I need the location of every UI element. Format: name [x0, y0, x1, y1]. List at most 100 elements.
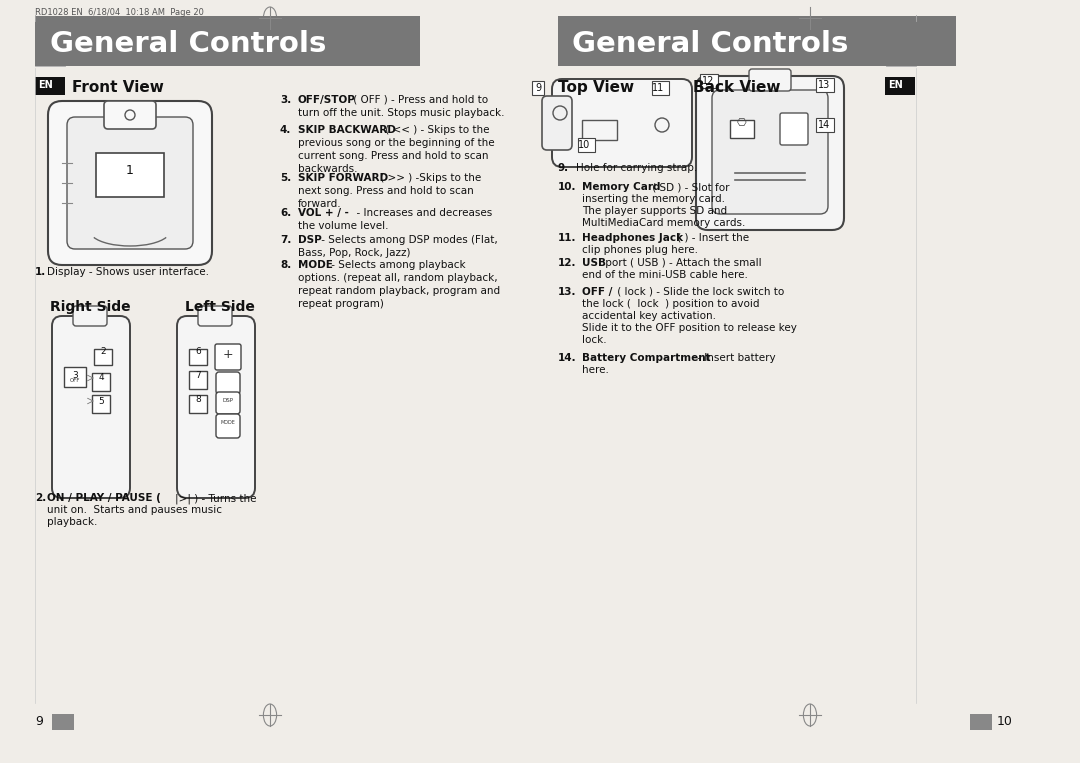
Text: 3.: 3.	[280, 95, 292, 105]
Text: 14.: 14.	[558, 353, 577, 363]
Text: 9: 9	[535, 83, 541, 93]
Text: 5.: 5.	[280, 173, 292, 183]
Bar	[189, 395, 207, 413]
Bar	[885, 77, 915, 95]
Text: 4.: 4.	[280, 125, 292, 135]
Text: MODE: MODE	[220, 420, 235, 426]
Text: 10: 10	[578, 140, 590, 150]
Text: 4: 4	[98, 374, 104, 382]
Text: 13: 13	[818, 80, 831, 90]
Text: General Controls: General Controls	[50, 30, 326, 58]
Text: 1: 1	[126, 163, 134, 176]
Bar	[816, 118, 834, 132]
Text: VOL + / -: VOL + / -	[298, 208, 349, 218]
FancyBboxPatch shape	[177, 316, 255, 498]
Text: 2: 2	[100, 346, 106, 356]
Text: repeat random playback, program and: repeat random playback, program and	[298, 286, 500, 296]
Text: ON / PLAY / PAUSE (: ON / PLAY / PAUSE (	[48, 493, 164, 503]
FancyBboxPatch shape	[198, 306, 232, 326]
Text: MODE: MODE	[298, 260, 333, 270]
Text: Bass, Pop, Rock, Jazz): Bass, Pop, Rock, Jazz)	[298, 248, 410, 258]
Text: RD1028 EN  6/18/04  10:18 AM  Page 20: RD1028 EN 6/18/04 10:18 AM Page 20	[35, 8, 204, 17]
Text: previous song or the beginning of the: previous song or the beginning of the	[298, 138, 495, 148]
Text: 13.: 13.	[558, 287, 577, 297]
Text: EN: EN	[38, 80, 53, 90]
Text: +: +	[222, 347, 233, 360]
Text: 14: 14	[818, 120, 831, 130]
Text: Hole for carrying strap.: Hole for carrying strap.	[576, 163, 698, 173]
FancyBboxPatch shape	[542, 96, 572, 150]
Text: |>| ) - Turns the: |>| ) - Turns the	[175, 493, 257, 504]
Bar	[35, 16, 420, 66]
Text: - Increases and decreases: - Increases and decreases	[350, 208, 492, 218]
Text: Headphones Jack: Headphones Jack	[582, 233, 684, 243]
FancyBboxPatch shape	[216, 392, 240, 414]
Bar	[94, 349, 112, 365]
Text: Right Side: Right Side	[50, 300, 131, 314]
Bar	[970, 714, 993, 730]
Text: here.: here.	[582, 365, 609, 375]
Text: Battery Compartment: Battery Compartment	[582, 353, 711, 363]
Text: 9.: 9.	[558, 163, 569, 173]
Text: EN: EN	[888, 80, 903, 90]
Text: ( ) - Insert the: ( ) - Insert the	[674, 233, 750, 243]
Text: next song. Press and hold to scan: next song. Press and hold to scan	[298, 186, 474, 196]
Bar	[582, 120, 617, 140]
FancyBboxPatch shape	[67, 117, 193, 249]
FancyBboxPatch shape	[48, 101, 212, 265]
Text: 1.: 1.	[35, 267, 46, 277]
Text: General Controls: General Controls	[572, 30, 849, 58]
Bar	[578, 138, 595, 152]
FancyBboxPatch shape	[552, 79, 692, 167]
Text: - Insert battery: - Insert battery	[694, 353, 775, 363]
Text: OFF/STOP: OFF/STOP	[298, 95, 356, 105]
Text: the lock (  lock  ) position to avoid: the lock ( lock ) position to avoid	[582, 299, 759, 309]
Text: repeat program): repeat program)	[298, 299, 383, 309]
Text: SKIP BACKWARD: SKIP BACKWARD	[298, 125, 396, 135]
FancyBboxPatch shape	[52, 316, 130, 498]
Bar	[92, 395, 110, 413]
FancyBboxPatch shape	[215, 344, 241, 370]
Bar	[189, 349, 207, 365]
Text: Top View: Top View	[558, 80, 634, 95]
Text: Memory Card: Memory Card	[582, 182, 661, 192]
Bar	[92, 373, 110, 391]
Text: 11.: 11.	[558, 233, 577, 243]
Text: current song. Press and hold to scan: current song. Press and hold to scan	[298, 151, 488, 161]
Bar	[700, 74, 718, 88]
Text: MultiMediaCard memory cards.: MultiMediaCard memory cards.	[582, 218, 745, 228]
Text: OFF /: OFF /	[582, 287, 612, 297]
Text: 7: 7	[195, 372, 201, 381]
Text: 9: 9	[35, 715, 43, 728]
Text: accidental key activation.: accidental key activation.	[582, 311, 716, 321]
Text: OFF: OFF	[70, 378, 80, 384]
FancyBboxPatch shape	[216, 414, 240, 438]
Text: 8.: 8.	[280, 260, 292, 270]
Bar	[652, 81, 669, 95]
Text: - Selects among DSP modes (Flat,: - Selects among DSP modes (Flat,	[318, 235, 498, 245]
Text: 5: 5	[98, 397, 104, 405]
Text: Slide it to the OFF position to release key: Slide it to the OFF position to release …	[582, 323, 797, 333]
Text: backwards.: backwards.	[298, 164, 357, 174]
Text: 12.: 12.	[558, 258, 577, 268]
Text: - Selects among playback: - Selects among playback	[328, 260, 465, 270]
Text: USB: USB	[582, 258, 606, 268]
Text: ⎔: ⎔	[738, 118, 747, 128]
Bar	[52, 714, 75, 730]
Bar	[189, 371, 207, 389]
Text: options. (repeat all, random playback,: options. (repeat all, random playback,	[298, 273, 498, 283]
Text: unit on.  Starts and pauses music: unit on. Starts and pauses music	[48, 505, 222, 515]
FancyBboxPatch shape	[750, 69, 791, 91]
Text: 10: 10	[997, 715, 1013, 728]
FancyBboxPatch shape	[73, 306, 107, 326]
Text: 12: 12	[702, 76, 714, 86]
Text: end of the mini-USB cable here.: end of the mini-USB cable here.	[582, 270, 747, 280]
Text: DSP: DSP	[298, 235, 322, 245]
FancyBboxPatch shape	[96, 153, 164, 197]
Text: inserting the memory card.: inserting the memory card.	[582, 194, 725, 204]
Text: ( >> ) -Skips to the: ( >> ) -Skips to the	[377, 173, 482, 183]
Text: The player supports SD and: The player supports SD and	[582, 206, 727, 216]
FancyBboxPatch shape	[104, 101, 156, 129]
Text: Display - Shows user interface.: Display - Shows user interface.	[48, 267, 210, 277]
Text: Left Side: Left Side	[185, 300, 255, 314]
